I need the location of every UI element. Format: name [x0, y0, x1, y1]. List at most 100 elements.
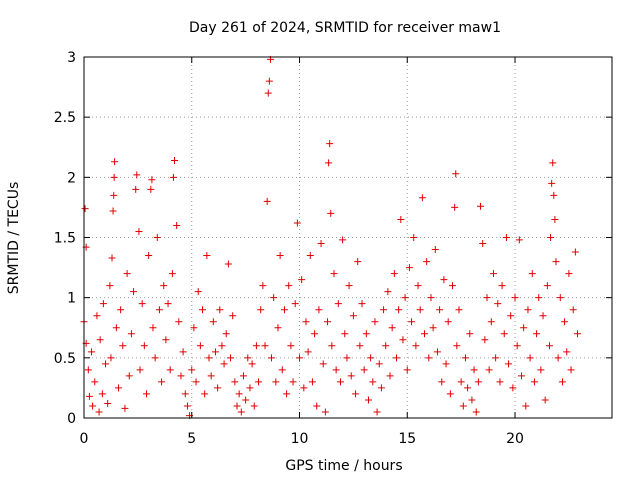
data-point — [164, 300, 172, 308]
data-point — [133, 171, 141, 179]
data-point — [111, 158, 119, 166]
data-point — [151, 354, 159, 362]
data-point — [360, 366, 368, 374]
data-point — [155, 306, 163, 314]
chart-title: Day 261 of 2024, SRMTID for receiver maw… — [189, 20, 501, 36]
data-point — [464, 384, 472, 392]
data-point — [296, 354, 304, 362]
data-point — [192, 378, 200, 386]
data-point — [123, 270, 131, 278]
data-point — [546, 342, 554, 350]
y-tick-label: 2 — [67, 170, 76, 186]
data-point — [468, 396, 476, 404]
data-point — [528, 270, 536, 278]
data-point — [479, 240, 487, 248]
data-point — [481, 336, 489, 344]
data-point — [252, 342, 260, 350]
data-point — [173, 221, 181, 229]
data-point — [367, 354, 375, 362]
data-point — [494, 300, 502, 308]
data-point — [140, 342, 148, 350]
data-point — [403, 366, 411, 374]
data-point — [539, 312, 547, 320]
data-point — [500, 330, 508, 338]
data-point — [498, 282, 506, 290]
data-point — [199, 306, 207, 314]
data-point — [224, 260, 232, 268]
data-point — [175, 318, 183, 326]
data-point — [392, 354, 400, 362]
data-point — [436, 306, 444, 314]
data-point — [99, 300, 107, 308]
data-point — [220, 360, 228, 368]
data-point — [496, 378, 504, 386]
data-point — [149, 324, 157, 332]
data-point — [453, 342, 461, 350]
data-point — [472, 408, 480, 416]
data-point — [313, 402, 321, 410]
data-point — [444, 318, 452, 326]
data-point — [524, 306, 532, 314]
data-point — [552, 258, 560, 266]
data-point — [375, 360, 383, 368]
data-point — [293, 219, 301, 227]
data-point — [410, 234, 418, 241]
data-point — [382, 342, 390, 350]
data-point — [278, 366, 286, 374]
data-point — [405, 264, 413, 272]
data-point — [324, 318, 332, 326]
data-point — [102, 360, 110, 368]
data-point — [356, 342, 364, 350]
data-point — [548, 179, 556, 187]
data-point — [98, 390, 106, 398]
data-point — [89, 402, 97, 410]
data-point — [433, 348, 441, 356]
data-point — [520, 324, 528, 332]
data-point — [369, 378, 377, 386]
data-point — [237, 408, 245, 416]
data-point — [535, 294, 543, 302]
y-axis-label: SRMTID / TECUs — [6, 182, 22, 295]
data-point — [347, 372, 355, 380]
data-point — [168, 270, 176, 278]
data-point — [551, 215, 559, 223]
data-point — [431, 246, 439, 254]
data-point — [194, 288, 202, 296]
y-tick-label: 1 — [67, 291, 76, 307]
data-point — [125, 372, 133, 380]
data-point — [270, 294, 278, 302]
data-point — [93, 312, 101, 320]
data-point — [280, 306, 288, 314]
data-point — [343, 354, 351, 362]
data-point — [190, 324, 198, 332]
data-point — [319, 360, 327, 368]
data-point — [565, 270, 573, 278]
data-point — [502, 234, 510, 241]
data-point — [255, 378, 263, 386]
data-point — [138, 300, 146, 308]
data-point — [533, 330, 541, 338]
grid-layer — [84, 57, 612, 418]
data-point — [388, 324, 396, 332]
x-tick-label: 0 — [80, 431, 89, 447]
data-point — [179, 348, 187, 356]
data-point — [416, 306, 424, 314]
data-point — [509, 384, 517, 392]
data-point — [196, 342, 204, 350]
data-point — [325, 159, 333, 167]
data-point — [452, 170, 460, 178]
data-point — [108, 254, 116, 262]
data-point — [474, 378, 482, 386]
data-point — [334, 300, 342, 308]
data-point — [459, 402, 467, 410]
data-point — [142, 390, 150, 398]
data-point — [395, 306, 403, 314]
data-point — [315, 306, 323, 314]
data-point — [390, 270, 398, 278]
data-point — [317, 240, 325, 248]
data-point — [158, 378, 166, 386]
data-point — [513, 342, 521, 350]
data-point — [160, 282, 168, 290]
data-point — [561, 318, 569, 326]
data-point — [132, 185, 140, 193]
